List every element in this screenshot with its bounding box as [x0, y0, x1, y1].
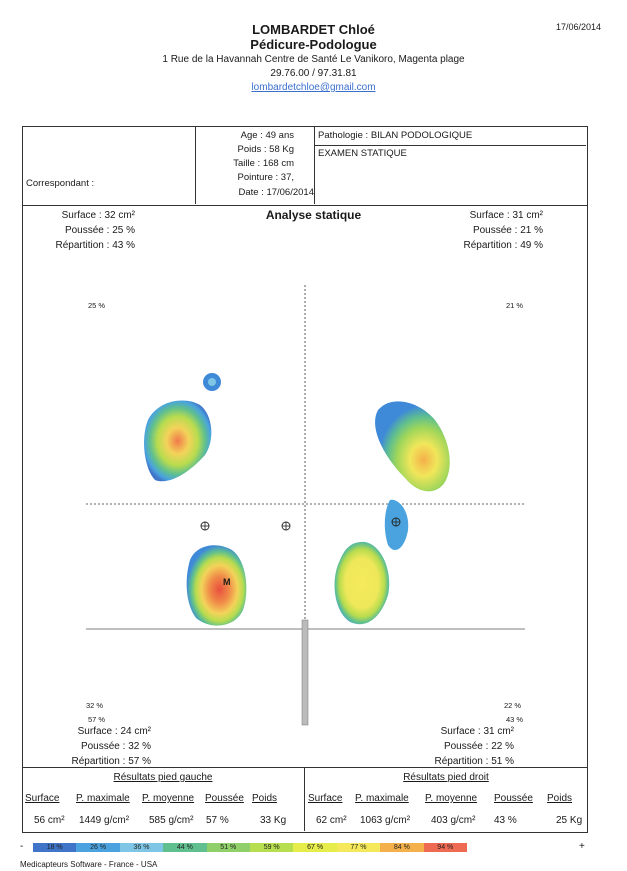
practitioner-name: LOMBARDET Chloé [252, 22, 375, 37]
right-value-poids: 25 Kg [556, 815, 583, 826]
quadrant-label-top-left: 25 % [88, 301, 106, 310]
scale-segment: 18 % [33, 843, 77, 852]
right-header-poids: Poids [547, 793, 573, 804]
left-heel-blob [186, 545, 247, 626]
left-value-surface: 56 cm² [34, 815, 65, 826]
quadrant-label-bottom-left-b: 57 % [88, 715, 106, 724]
software-footer: Medicapteurs Software - France - USA [20, 860, 158, 869]
right-header-pmoy: P. moyenne [425, 793, 478, 804]
right-bottom-stats: Surface : 31 cm² Poussée : 22 % Répartit… [435, 724, 515, 769]
left-header-poussee: Poussée [205, 793, 244, 804]
right-bottom-poussee: Poussée : 22 % [443, 741, 514, 752]
scale-segment: 44 % [163, 843, 207, 852]
scale-segment: 36 % [119, 843, 164, 852]
left-top-stats: Surface : 32 cm² Poussée : 25 % Répartit… [56, 208, 136, 253]
correspondant-label: Correspondant : [26, 178, 95, 189]
exam-type: EXAMEN STATIQUE [318, 148, 407, 159]
left-value-pmax: 1449 g/cm² [79, 815, 130, 826]
right-value-pmoy: 403 g/cm² [431, 815, 476, 826]
right-top-stats: Surface : 31 cm² Poussée : 21 % Répartit… [464, 208, 544, 253]
patient-age: Age : 49 ans [240, 130, 294, 141]
results-frame [22, 767, 588, 833]
patient-height: Taille : 168 cm [233, 158, 294, 169]
scale-segment: 77 % [336, 843, 381, 852]
right-bottom-repartition: Répartition : 51 % [434, 756, 515, 767]
patient-info-frame [22, 126, 588, 206]
left-forefoot-blob [144, 400, 212, 482]
scale-plus: + [579, 841, 585, 852]
heel-max-marker: M [223, 577, 231, 587]
quadrant-label-bottom-right-b: 43 % [506, 715, 524, 724]
crosshair-marker-left [200, 521, 210, 531]
left-toe-core [208, 378, 216, 386]
right-midfoot-blob [384, 499, 409, 551]
quadrant-label-bottom-right-a: 22 % [504, 701, 522, 710]
left-header-pmoy: P. moyenne [142, 793, 195, 804]
left-value-poids: 33 Kg [260, 815, 287, 826]
scale-minus: - [20, 841, 24, 852]
right-value-poussee: 43 % [494, 815, 517, 826]
patient-shoe-size: Pointure : 37, [237, 172, 294, 183]
left-value-poussee: 57 % [206, 815, 229, 826]
results-divider [304, 767, 305, 831]
scale-segment: 51 % [206, 843, 250, 852]
practitioner-address: 1 Rue de la Havannah Centre de Santé Le … [162, 54, 465, 65]
right-header-pmax: P. maximale [355, 793, 409, 804]
left-results-title: Résultats pied gauche [113, 772, 213, 783]
pathology: Pathologie : BILAN PODOLOGIQUE [318, 130, 473, 141]
analysis-title: Analyse statique [265, 208, 362, 222]
practitioner-phone: 29.76.00 / 97.31.81 [270, 68, 357, 79]
left-header-poids: Poids [252, 793, 278, 804]
left-bottom-surface: Surface : 24 cm² [77, 726, 151, 737]
info-divider [314, 126, 315, 204]
scale-segment: 26 % [76, 843, 120, 852]
quadrant-label-bottom-left-a: 32 % [86, 701, 104, 710]
quadrant-label-top-right: 21 % [506, 301, 524, 310]
right-heel-blob [334, 541, 390, 625]
left-bottom-poussee: Poussée : 32 % [80, 741, 151, 752]
scale-segment: 84 % [380, 843, 424, 852]
right-header-surface: Surface [308, 793, 343, 804]
right-bottom-surface: Surface : 31 cm² [440, 726, 514, 737]
right-forefoot-blob [375, 401, 450, 492]
patient-weight: Poids : 58 Kg [237, 144, 294, 155]
right-value-pmax: 1063 g/cm² [360, 815, 411, 826]
practitioner-specialty: Pédicure-Podologue [250, 37, 377, 52]
left-value-pmoy: 585 g/cm² [149, 815, 194, 826]
analysis-frame [22, 204, 588, 768]
left-header-surface: Surface [25, 793, 60, 804]
left-top-poussee: Poussée : 25 % [64, 225, 135, 236]
right-top-surface: Surface : 31 cm² [469, 210, 543, 221]
print-date: 17/06/2014 [556, 22, 602, 32]
exam-date: Date : 17/06/2014 [238, 187, 314, 198]
right-top-poussee: Poussée : 21 % [472, 225, 543, 236]
right-header-poussee: Poussée [494, 793, 533, 804]
patho-divider [314, 145, 586, 146]
scale-segment: 94 % [423, 843, 467, 852]
left-bottom-stats: Surface : 24 cm² Poussée : 32 % Répartit… [72, 724, 152, 769]
crosshair-marker-center [281, 521, 291, 531]
right-top-repartition: Répartition : 49 % [463, 240, 544, 251]
scale-segment: 59 % [250, 843, 294, 852]
correspondant-divider [195, 126, 196, 204]
left-top-repartition: Répartition : 43 % [55, 240, 136, 251]
scale-segment: 67 % [293, 843, 337, 852]
right-results-title: Résultats pied droit [403, 772, 489, 783]
crosshair-marker-right [391, 517, 401, 527]
center-scale-bar [301, 619, 309, 726]
left-bottom-repartition: Répartition : 57 % [71, 756, 152, 767]
right-value-surface: 62 cm² [316, 815, 347, 826]
left-header-pmax: P. maximale [76, 793, 130, 804]
left-top-surface: Surface : 32 cm² [61, 210, 135, 221]
practitioner-email-link[interactable]: lombardetchloe@gmail.com [251, 82, 376, 93]
